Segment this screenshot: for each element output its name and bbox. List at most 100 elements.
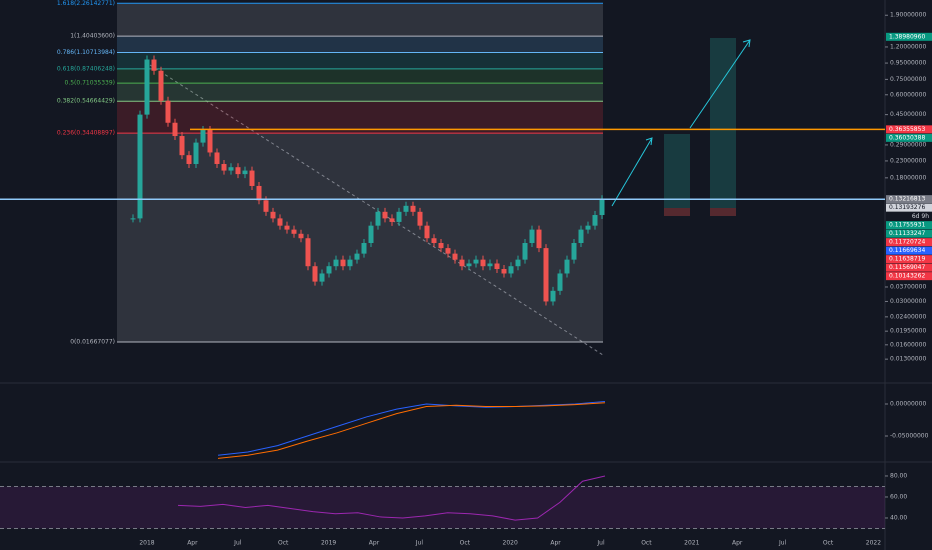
candle [186, 155, 192, 164]
fib-band [117, 52, 603, 69]
position-box [664, 208, 690, 216]
price-tag: 0.13193276 [886, 203, 932, 212]
y-tick-label: 0.01950000 [890, 328, 926, 335]
y-tick-label: 0.01600000 [890, 341, 926, 348]
macd-line [217, 402, 606, 459]
price-tag-box [886, 125, 932, 134]
fib-label: 0.382(0.54664429) [57, 98, 115, 105]
price-tag: 0.11569047 [886, 263, 932, 272]
candle [368, 225, 374, 243]
price-tag-label: 0.36355853 [889, 126, 925, 133]
fib-band [117, 3, 603, 37]
candle [291, 229, 297, 234]
candle [319, 273, 325, 282]
candle [522, 242, 528, 260]
candle [445, 248, 451, 254]
price-tag-label: 1.38980960 [889, 33, 925, 40]
price-tag: 0.11755931 [886, 221, 932, 230]
y-tick-label: 0.00000000 [890, 400, 926, 407]
candle [277, 218, 283, 226]
arrow [689, 39, 751, 129]
candle [354, 253, 360, 260]
candle [599, 199, 605, 216]
candle [305, 238, 311, 267]
price-tag-label: 0.10143262 [889, 273, 925, 280]
candle [340, 259, 346, 267]
price-tag-box [886, 238, 932, 247]
x-tick-label: 2022 [866, 540, 881, 547]
candle [228, 167, 234, 171]
fib-label: 1.618(2.26142771) [57, 0, 115, 7]
arrow [611, 137, 653, 207]
y-tick-label: 0.18000000 [890, 174, 926, 181]
x-tick-label: Oct [641, 540, 652, 547]
price-tag: 0.11669634 [886, 246, 932, 255]
price-tag-box [886, 272, 932, 281]
candle [508, 266, 514, 274]
countdown: 6d 9h [912, 213, 929, 220]
fib-band [117, 133, 603, 342]
price-tag: 0.11638719 [886, 255, 932, 264]
candle [165, 100, 171, 123]
candle [501, 269, 507, 274]
y-tick-label: 1.20000000 [890, 43, 926, 50]
fib-label: 0.236(0.34408897) [57, 130, 115, 137]
candle [347, 259, 353, 267]
x-tick-label: Apr [369, 540, 380, 547]
candle [382, 211, 388, 219]
candle [571, 242, 577, 260]
candle [480, 259, 486, 267]
position-box [710, 38, 736, 208]
projection-arrows [611, 39, 751, 207]
price-tag: 0.11133247 [886, 229, 932, 238]
x-tick-label: Jul [778, 540, 787, 547]
x-tick-label: Oct [823, 540, 834, 547]
candle [431, 238, 437, 243]
price-tag-box [886, 133, 932, 142]
x-tick-label: 2019 [321, 540, 336, 547]
y-tick-label: 40.00 [890, 514, 907, 521]
price-tag: 0.10143262 [886, 272, 932, 281]
y-tick-label: 0.03700000 [890, 283, 926, 290]
price-tag-box [886, 221, 932, 230]
y-tick-label: 0.29000000 [890, 141, 926, 148]
x-tick-label: Apr [187, 540, 198, 547]
candle [333, 259, 339, 267]
candle [137, 114, 143, 219]
price-tag-label: 0.13216813 [889, 196, 925, 203]
y-tick-label: 0.01300000 [890, 356, 926, 363]
price-tag-label: 0.36030388 [889, 134, 925, 141]
candle [179, 136, 185, 156]
candle [144, 59, 150, 115]
candle [417, 211, 423, 226]
candle [424, 225, 430, 239]
candle [592, 215, 598, 226]
candle [403, 205, 409, 212]
price-tag-box [886, 32, 932, 41]
y-tick-label: 80.00 [890, 472, 907, 479]
candle [151, 59, 157, 71]
candle [200, 130, 206, 143]
candle [557, 273, 563, 291]
candle [270, 211, 276, 219]
position-box [664, 134, 690, 208]
candle [242, 170, 248, 175]
candle [396, 211, 402, 222]
candle [326, 266, 332, 274]
price-tag-label: 0.11638719 [889, 256, 925, 263]
x-tick-label: 2021 [684, 540, 699, 547]
y-tick-label: 0.45000000 [890, 111, 926, 118]
candle [207, 130, 213, 153]
y-tick-label: 1.90000000 [890, 12, 926, 19]
x-tick-label: Apr [732, 540, 743, 547]
candle [214, 152, 220, 164]
price-tag-label: 0.13193276 [889, 204, 925, 211]
price-tag-box [886, 255, 932, 264]
price-tag: 0.13216813 [886, 195, 932, 204]
fib-band [117, 83, 603, 102]
price-tag-box [886, 263, 932, 272]
price-tag-label: 0.11720724 [889, 239, 925, 246]
candle [438, 242, 444, 249]
candle [284, 225, 290, 230]
